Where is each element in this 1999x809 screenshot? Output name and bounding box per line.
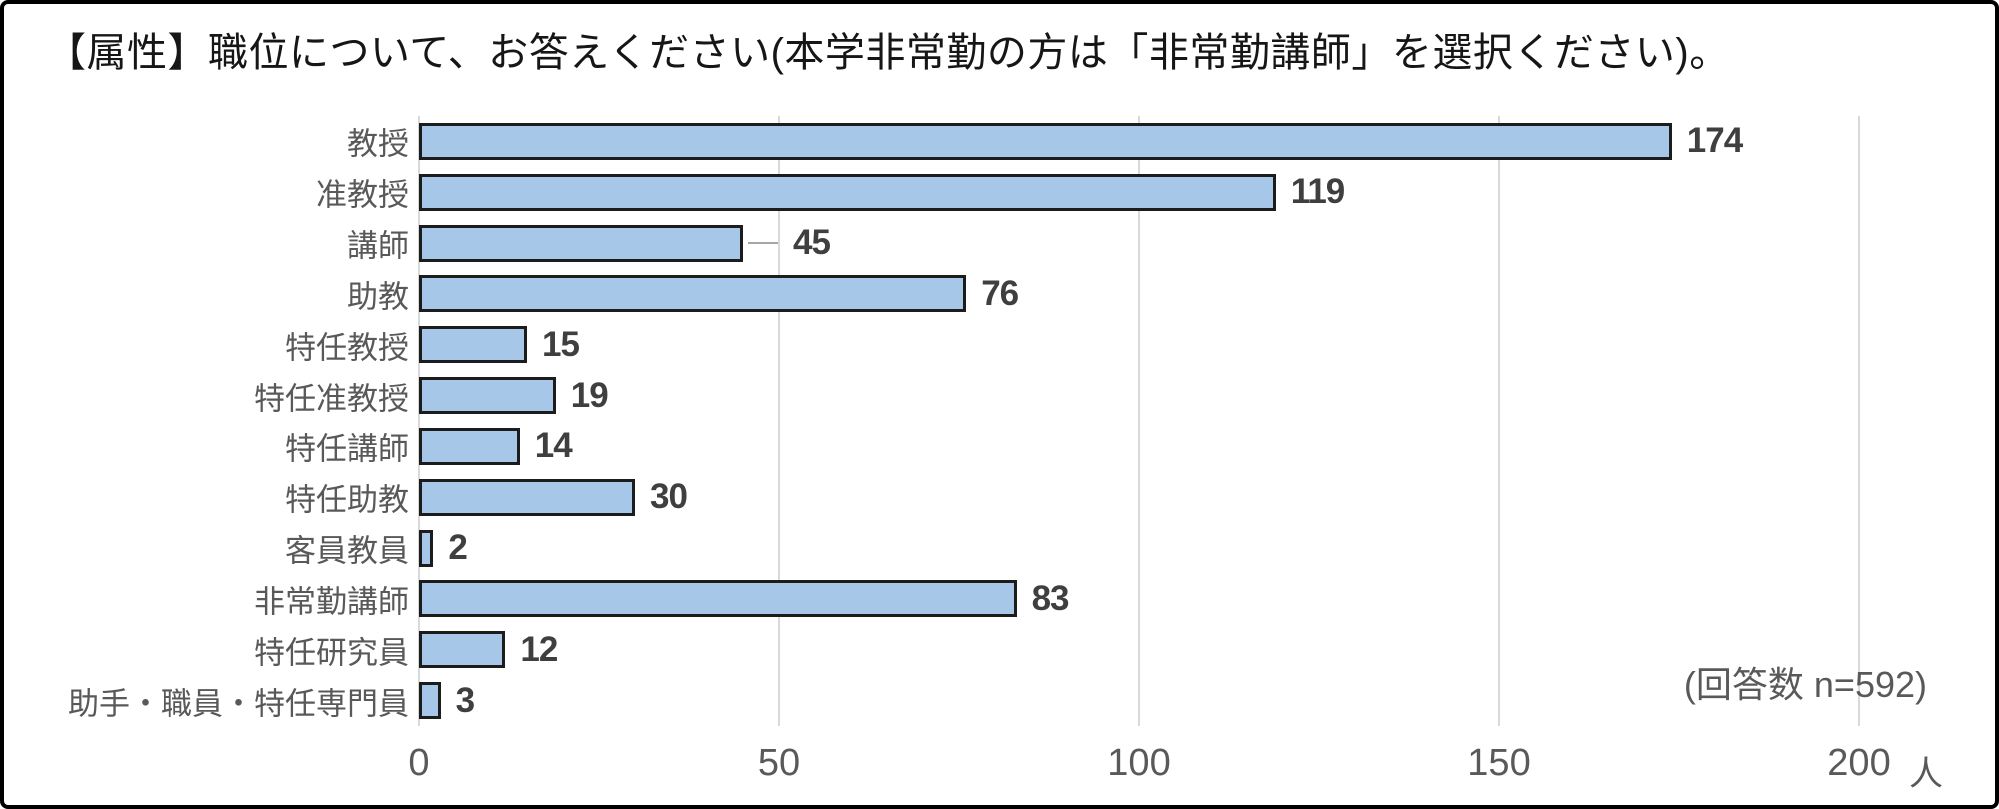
value-label: 119 [1290, 172, 1345, 212]
category-label: 非常勤講師 [254, 584, 409, 620]
chart-title: 【属性】職位について、お答えください(本学非常勤の方は「非常勤講師」を選択くださ… [46, 31, 1730, 75]
value-label: 15 [542, 324, 580, 364]
bar-row: 特任准教授 19 [254, 370, 1861, 421]
bar [419, 377, 556, 415]
category-label: 助教 [347, 279, 409, 315]
gridline [1858, 116, 1860, 726]
value-label: 174 [1686, 121, 1743, 161]
x-axis-tick-label: 200 [1827, 742, 1891, 784]
bar-row: 客員教員 2 [285, 523, 1861, 574]
category-label: 准教授 [316, 177, 409, 213]
gridline [778, 116, 780, 726]
bar [419, 427, 520, 465]
category-label: 助手・職員・特任専門員 [68, 686, 409, 722]
category-label: 特任准教授 [254, 381, 409, 417]
bar-row: 准教授 119 [316, 167, 1861, 218]
value-label: 3 [455, 680, 475, 720]
category-label: 特任助教 [285, 482, 409, 518]
bar-row: 非常勤講師 83 [254, 574, 1861, 625]
plot-area: 教授 174 准教授 119 講師 45 助教 76 特任教授 15 特任准教授 19 特任講師 14 特任… [68, 116, 1861, 726]
bar [419, 224, 743, 262]
bar-row: 特任助教 30 [285, 472, 1861, 523]
bar [419, 122, 1672, 160]
bar [419, 173, 1276, 211]
x-axis-unit-label: 人 [1909, 755, 1943, 793]
bar [419, 326, 527, 364]
bar-row: 特任研究員 12 [254, 624, 1861, 675]
x-axis: 人 0 50 100 150 200 [4, 742, 1995, 793]
bar-row: 助教 76 [347, 269, 1861, 320]
x-axis-tick-label: 0 [408, 742, 430, 784]
bar [419, 631, 506, 669]
x-axis-tick-label: 150 [1467, 742, 1531, 784]
bar [419, 529, 434, 567]
bar [419, 478, 635, 516]
category-label: 特任研究員 [254, 635, 409, 671]
value-label: 2 [448, 528, 467, 568]
bar [419, 275, 967, 313]
value-label: 83 [1031, 578, 1070, 618]
value-label: 14 [534, 426, 573, 466]
value-label: 45 [793, 223, 831, 263]
bar [419, 580, 1017, 618]
bar-row: 特任講師 14 [285, 421, 1861, 472]
category-label: 特任教授 [285, 330, 409, 366]
bar [419, 682, 441, 720]
bar-row: 助手・職員・特任専門員 3 [68, 675, 1861, 726]
category-label: 教授 [347, 126, 409, 162]
response-count-annotation: (回答数 n=592) [1683, 664, 1927, 705]
value-label: 76 [981, 273, 1019, 313]
bar-row: 教授 174 [347, 116, 1861, 167]
leader-line [748, 242, 778, 245]
value-label: 19 [570, 375, 609, 415]
gridline [1138, 116, 1140, 726]
category-label: 講師 [347, 228, 409, 264]
value-label: 12 [520, 629, 558, 669]
gridline [1498, 116, 1500, 726]
bar-row: 講師 45 [347, 218, 1861, 269]
value-label: 30 [650, 477, 688, 517]
category-label: 客員教員 [285, 533, 409, 569]
x-axis-tick-label: 100 [1107, 742, 1171, 784]
category-label: 特任講師 [285, 431, 409, 467]
bar-row: 特任教授 15 [285, 319, 1861, 370]
gridline [418, 116, 420, 726]
x-axis-tick-label: 50 [757, 742, 801, 784]
